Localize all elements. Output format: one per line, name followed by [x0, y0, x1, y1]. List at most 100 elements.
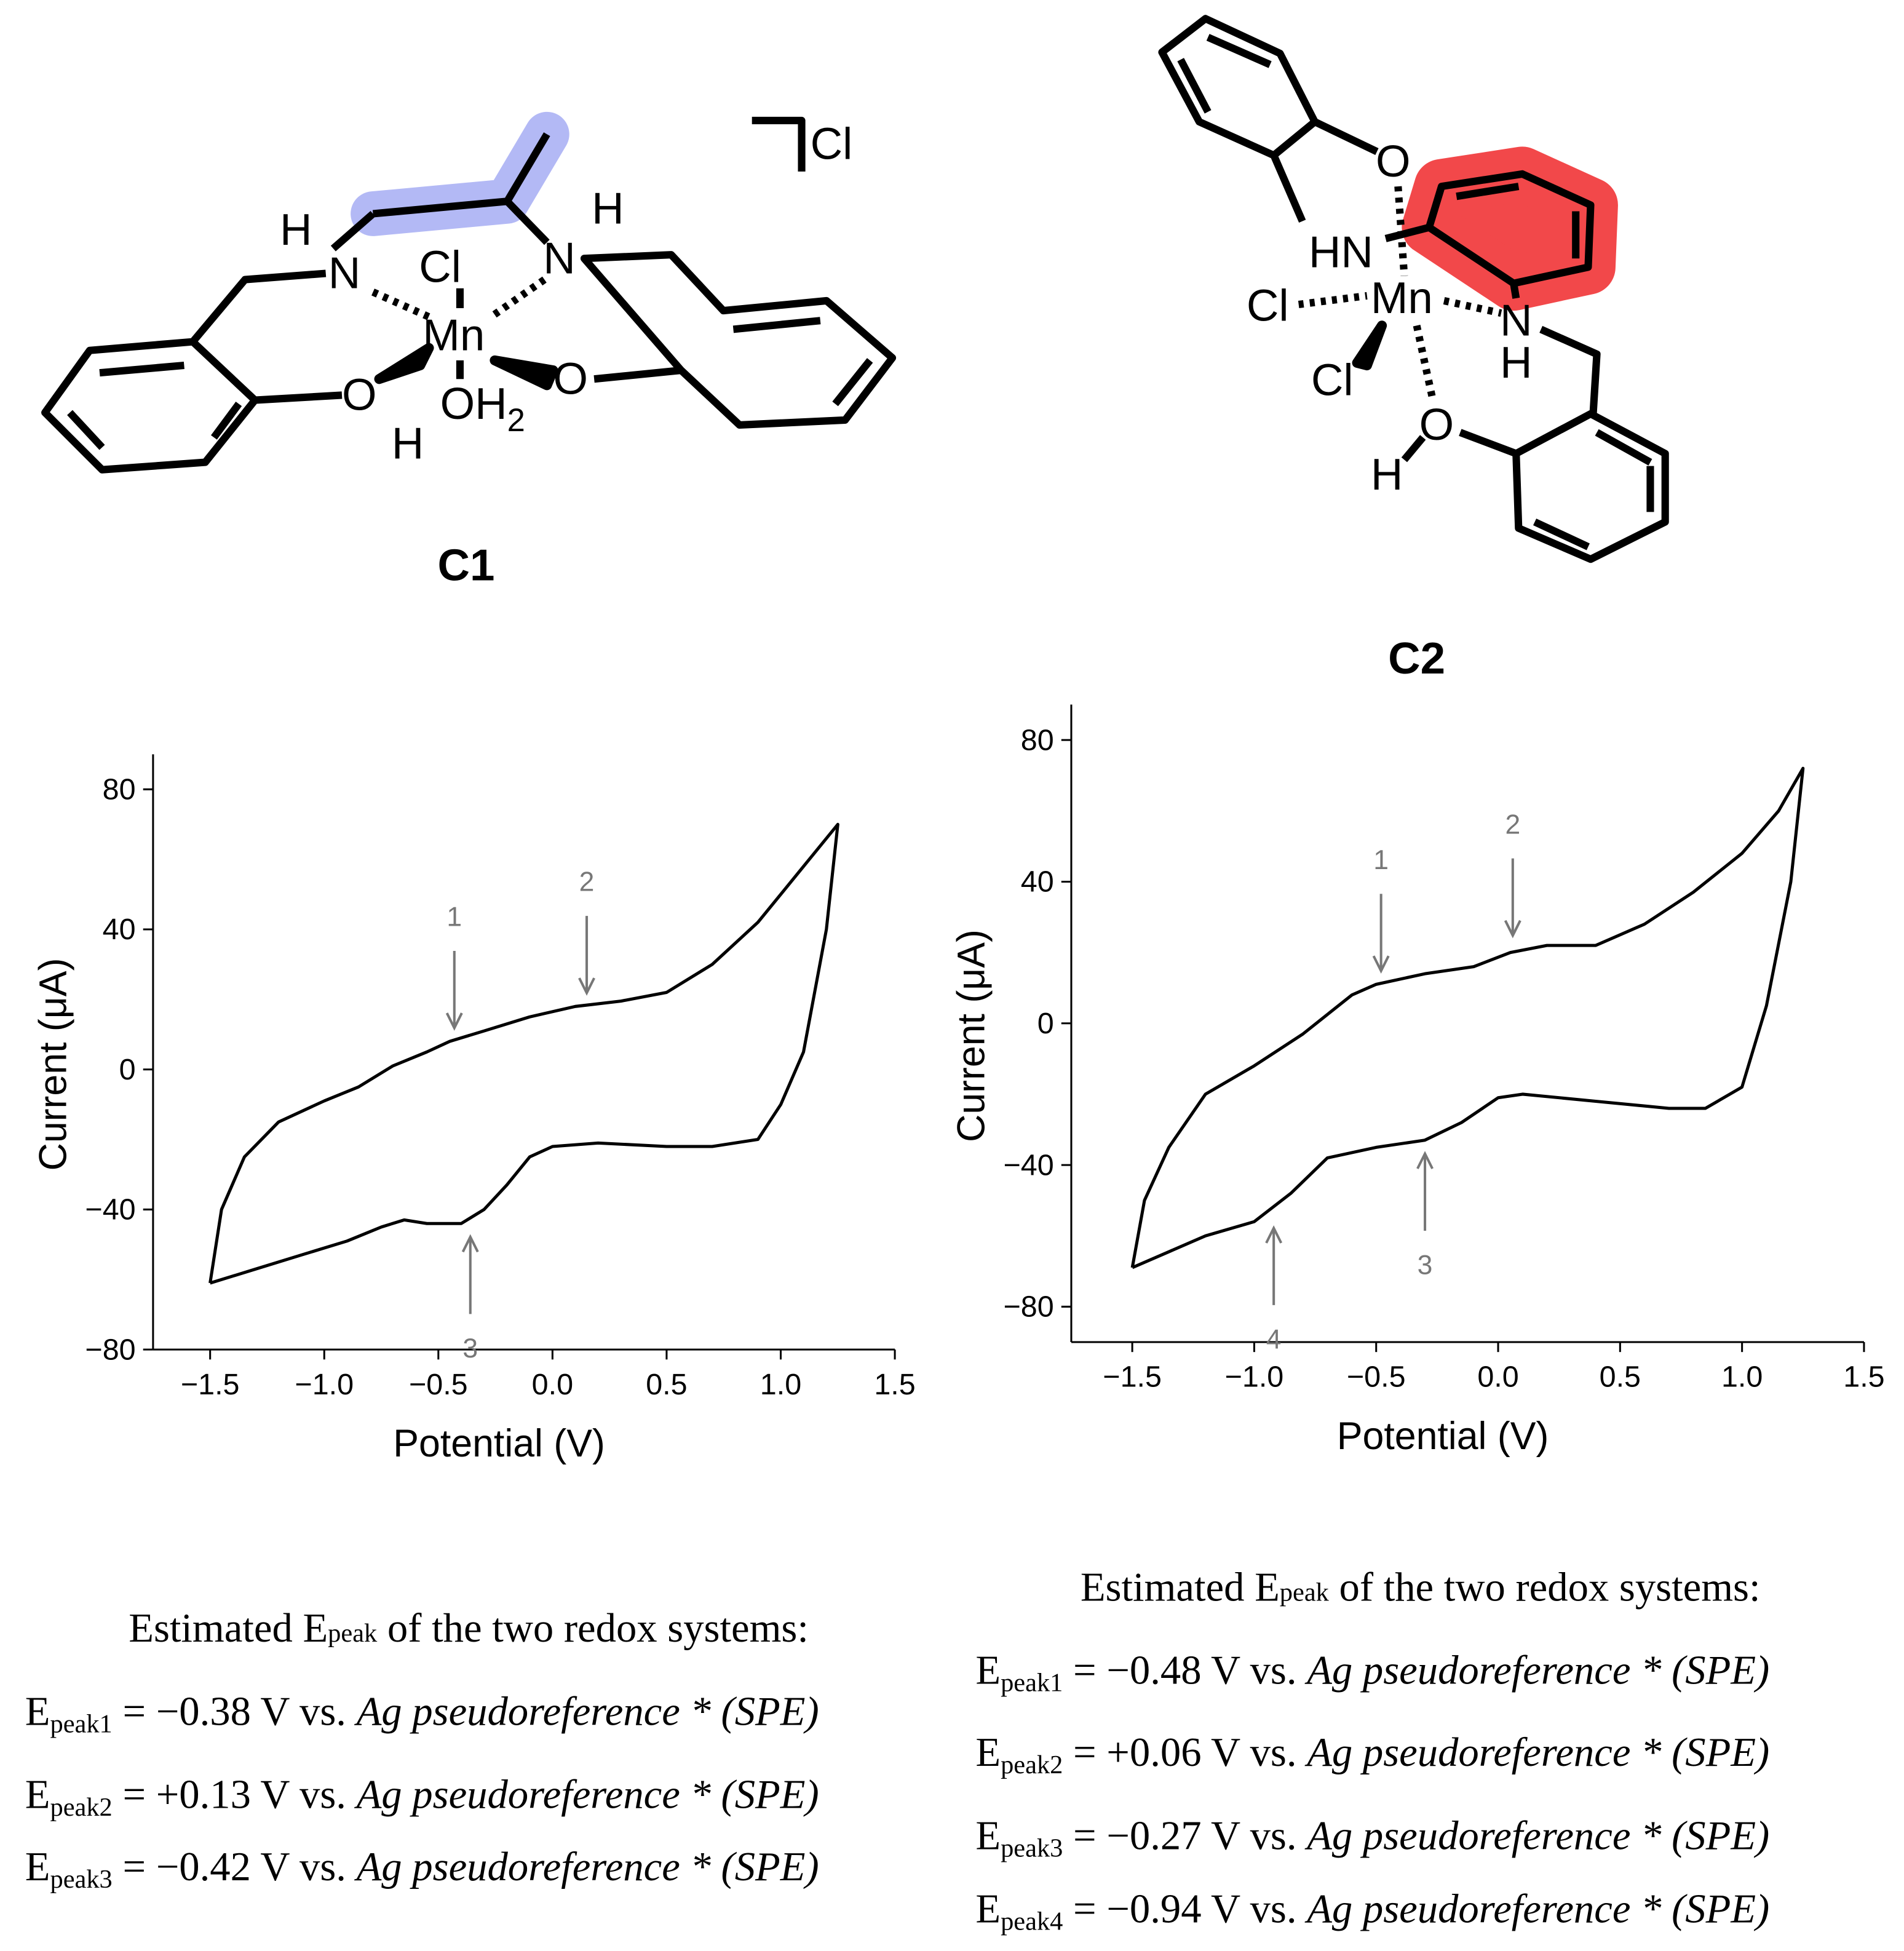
- symbol: E: [25, 1773, 50, 1818]
- atom-label: Mn: [1371, 273, 1433, 323]
- arrow-head: [1372, 955, 1390, 974]
- atom-label: O: [1419, 400, 1454, 450]
- reference: Ag pseudoreference * (SPE): [1304, 1648, 1769, 1693]
- structure-c1: H N Cl H N Mn O H OH2 O Cl C1: [41, 111, 897, 590]
- title-subscript: peak: [328, 1619, 378, 1648]
- x-tick-label: 0.0: [1477, 1361, 1518, 1394]
- structure-c2: O HN Mn Cl Cl N H O H C2: [1158, 15, 1669, 683]
- atom-label: N: [328, 248, 361, 298]
- x-axis-title: Potential (V): [393, 1422, 605, 1465]
- peak-equation: Epeak4 = −0.94 V vs. Ag pseudoreference …: [975, 1887, 1769, 1936]
- subscript: peak4: [1001, 1907, 1063, 1936]
- x-tick-label: −0.5: [409, 1368, 468, 1401]
- y-tick-label: −40: [85, 1193, 135, 1226]
- equation-text: = +0.06 V vs.: [1063, 1730, 1307, 1775]
- equation-text: = −0.94 V vs.: [1063, 1887, 1307, 1932]
- x-tick-label: 0.5: [1600, 1361, 1641, 1394]
- annotation-label: 2: [579, 867, 595, 897]
- atom-label: Mn: [422, 311, 485, 360]
- y-tick-label: 80: [1021, 723, 1054, 757]
- arrow-head: [1265, 1225, 1283, 1244]
- y-tick-label: 80: [103, 773, 136, 806]
- atom-label: Cl: [1247, 280, 1289, 330]
- subscript: peak3: [1001, 1834, 1063, 1862]
- y-axis-title: Current (μA): [31, 958, 74, 1171]
- reference: Ag pseudoreference * (SPE): [354, 1845, 819, 1889]
- reference: Ag pseudoreference * (SPE): [1304, 1730, 1769, 1775]
- x-tick-label: 1.0: [1721, 1361, 1763, 1394]
- atom-label: O: [342, 370, 377, 420]
- atom-label: OH2: [440, 379, 525, 439]
- y-tick-label: −80: [1003, 1290, 1053, 1324]
- annotation-label: 1: [1373, 845, 1389, 875]
- atom-label: Cl: [1311, 355, 1354, 405]
- peak-equation: Epeak2 = +0.13 V vs. Ag pseudoreference …: [25, 1773, 819, 1822]
- equation-text: = −0.38 V vs.: [113, 1689, 357, 1734]
- y-axis-title: Current (μA): [950, 929, 993, 1142]
- x-tick-label: 1.0: [760, 1368, 801, 1401]
- x-tick-label: −1.5: [1103, 1361, 1162, 1394]
- atom-subscript: 2: [507, 402, 525, 439]
- y-tick-label: −80: [85, 1333, 135, 1366]
- arrow-head: [578, 977, 595, 996]
- peak-equation: Epeak1 = −0.48 V vs. Ag pseudoreference …: [975, 1648, 1769, 1698]
- annotation-label: 3: [1418, 1250, 1433, 1281]
- compound-label: C1: [438, 541, 495, 590]
- atom-label: H: [592, 184, 624, 234]
- y-tick-label: −40: [1003, 1148, 1053, 1182]
- cv-curve: [1130, 766, 1805, 1270]
- title-text: of the two redox systems:: [1329, 1565, 1761, 1610]
- compound-label: C2: [1388, 634, 1445, 683]
- subscript: peak2: [50, 1793, 113, 1822]
- symbol: E: [25, 1689, 50, 1734]
- reference: Ag pseudoreference * (SPE): [354, 1773, 819, 1818]
- x-tick-label: −0.5: [1347, 1361, 1406, 1394]
- peak-equation: Epeak1 = −0.38 V vs. Ag pseudoreference …: [25, 1689, 819, 1738]
- symbol: E: [25, 1845, 50, 1889]
- peak-equation: Epeak3 = −0.27 V vs. Ag pseudoreference …: [975, 1813, 1769, 1862]
- y-tick-label: 0: [1037, 1007, 1054, 1040]
- atom-label: H: [392, 419, 424, 469]
- annotation-label: 2: [1505, 809, 1520, 840]
- chart: −80 −40 0 40 80 −1.5 −1.0 −0.5 0.0 0.5 1.0 1.5 Poten…: [950, 704, 1885, 1458]
- counter-ion: Cl: [811, 119, 853, 169]
- arrow-head: [1416, 1151, 1434, 1169]
- arrow-head: [445, 1012, 463, 1031]
- equation-text: = −0.42 V vs.: [113, 1845, 357, 1889]
- subscript: peak3: [50, 1865, 113, 1894]
- x-tick-label: 0.5: [646, 1368, 687, 1401]
- atom-label: OH: [440, 379, 507, 429]
- atom-label: Cl: [419, 242, 461, 292]
- arrow-head: [461, 1234, 479, 1253]
- atom-label: H: [1500, 338, 1533, 387]
- title-text: Estimated E: [129, 1606, 328, 1651]
- title-subscript: peak: [1280, 1578, 1330, 1607]
- x-tick-label: −1.0: [295, 1368, 354, 1401]
- annotation-label: 1: [446, 902, 462, 932]
- wedge-bonds: [374, 343, 558, 391]
- reference: Ag pseudoreference * (SPE): [1304, 1887, 1769, 1932]
- subscript: peak1: [50, 1709, 113, 1738]
- symbol: E: [975, 1887, 1001, 1932]
- wedge-bond: [1352, 320, 1387, 371]
- y-tick-label: 40: [103, 913, 136, 946]
- equation-text: = +0.13 V vs.: [113, 1773, 357, 1818]
- chart: −80 −40 0 40 80 −1.5 −1.0 −0.5 0.0 0.5 1.0 1.5 Poten…: [31, 754, 916, 1465]
- atom-label: O: [1376, 137, 1411, 186]
- y-tick-label: 0: [119, 1053, 136, 1086]
- x-tick-label: −1.0: [1225, 1361, 1284, 1394]
- annotation-label: 3: [462, 1333, 478, 1364]
- subscript: peak2: [1001, 1750, 1063, 1779]
- x-tick-label: 1.5: [874, 1368, 915, 1401]
- equation-text: = −0.27 V vs.: [1063, 1813, 1307, 1858]
- subscript: peak1: [1001, 1669, 1063, 1698]
- atom-label: O: [553, 354, 588, 403]
- reference: Ag pseudoreference * (SPE): [1304, 1813, 1769, 1858]
- atom-label: HN: [1309, 227, 1373, 277]
- hashed-bonds: [1298, 186, 1502, 401]
- cv-curve: [208, 822, 839, 1285]
- bonds: [1158, 15, 1669, 563]
- x-tick-label: 1.5: [1843, 1361, 1884, 1394]
- x-axis-title: Potential (V): [1337, 1415, 1549, 1458]
- x-tick-label: 0.0: [532, 1368, 573, 1401]
